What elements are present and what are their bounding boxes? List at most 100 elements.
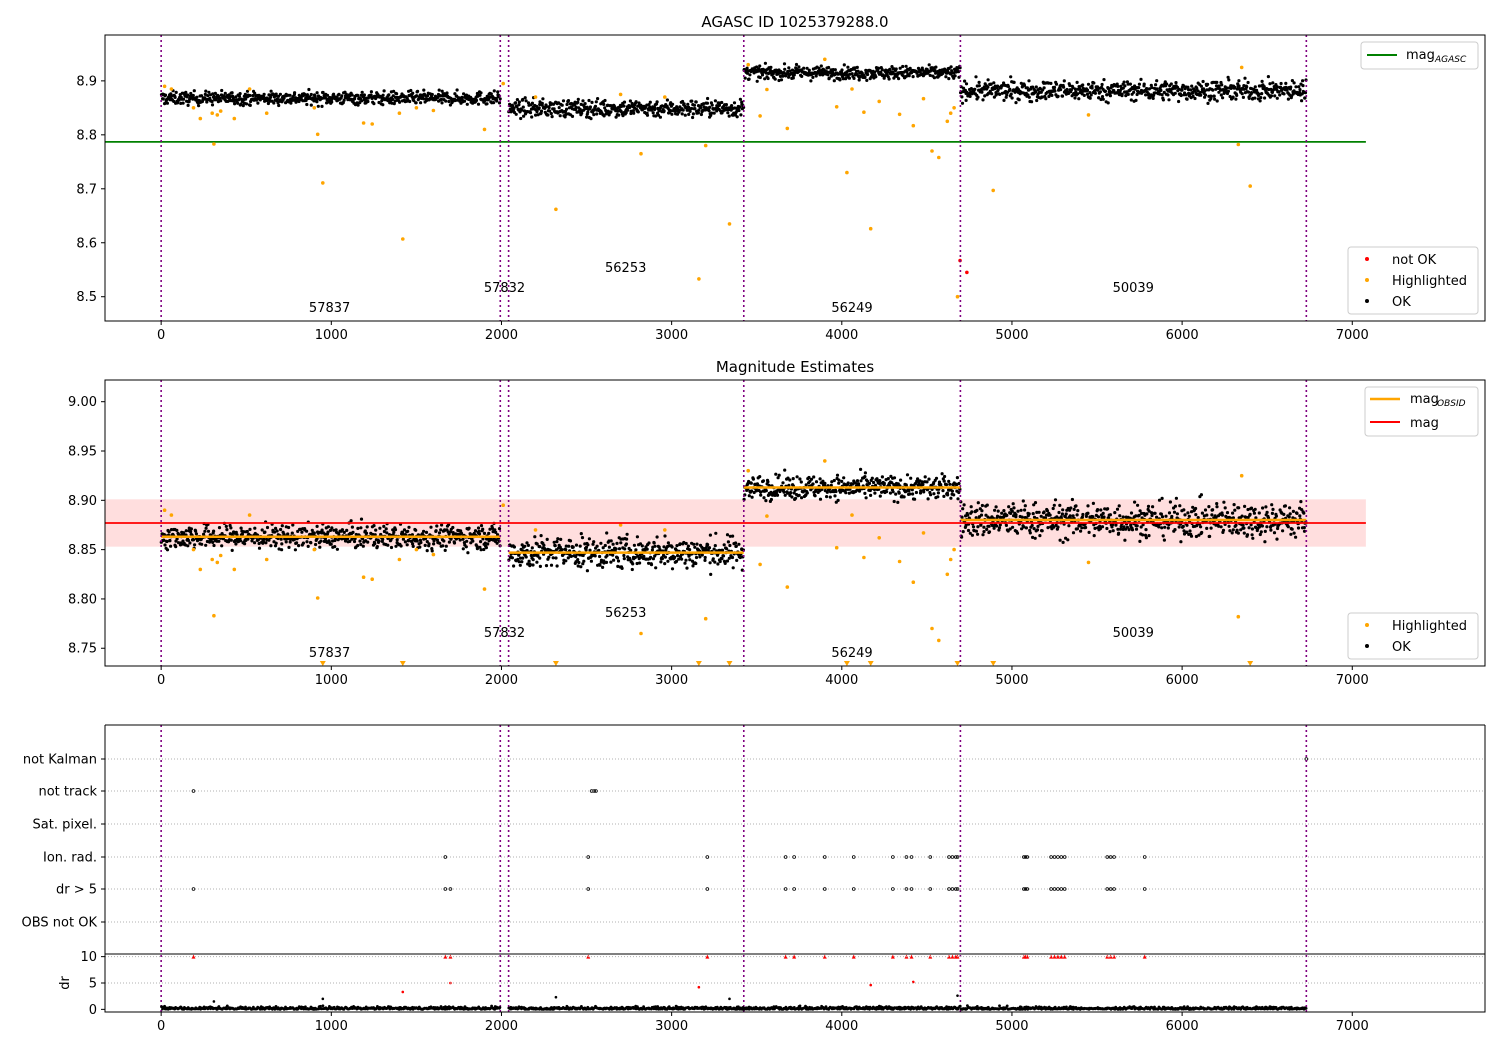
ok-point (713, 544, 717, 548)
ok-point (833, 494, 837, 498)
highlighted-point (198, 116, 203, 121)
ok-point (200, 542, 204, 546)
ok-point (693, 107, 697, 111)
ok-point (1077, 97, 1081, 101)
ok-point (797, 493, 801, 497)
highlighted-point (937, 155, 941, 160)
ok-point (1234, 97, 1238, 101)
highlighted-point (746, 468, 750, 473)
ok-point (688, 548, 692, 552)
ok-point (538, 564, 543, 569)
highlighted-point (218, 109, 223, 113)
ok-point (666, 559, 670, 563)
ok-point (560, 103, 564, 107)
highlighted-point (758, 562, 762, 567)
ok-point (1059, 88, 1063, 92)
ok-point (1250, 527, 1254, 531)
ok-point (426, 94, 430, 98)
legend-sub-obsid: OBSID (1437, 399, 1466, 409)
ok-point (825, 495, 829, 499)
ok-point (970, 510, 974, 514)
ok-point (187, 100, 191, 104)
ok-point (942, 494, 946, 498)
highlighted-point (431, 108, 436, 113)
ok-point (1296, 526, 1301, 530)
ok-point (1301, 79, 1305, 83)
ok-point (766, 76, 770, 81)
ok-point (1231, 528, 1235, 532)
ok-point (1015, 531, 1020, 535)
ok-point (1006, 84, 1011, 89)
ok-point (541, 97, 545, 101)
ok-point (223, 91, 227, 95)
ok-point (1028, 531, 1032, 535)
ok-point (374, 528, 378, 532)
ok-point (611, 542, 615, 546)
ok-point (1227, 78, 1231, 82)
ok-point (1230, 531, 1234, 535)
ok-point (1134, 527, 1139, 531)
ok-point (688, 109, 692, 113)
highlighted-point (554, 207, 558, 212)
ok-point (585, 115, 589, 119)
ok-point (1194, 513, 1198, 517)
ok-point (1030, 523, 1034, 528)
ok-point (1274, 514, 1278, 518)
ok-point (896, 500, 900, 504)
ok-point (262, 92, 266, 96)
obsid-label: 57837 (309, 301, 350, 316)
ok-point (1260, 92, 1264, 96)
ok-point (1298, 88, 1302, 92)
ok-point (708, 561, 712, 565)
ok-point (605, 553, 609, 558)
ok-point (305, 102, 309, 107)
ok-point (1255, 88, 1259, 92)
ok-point (834, 489, 838, 494)
highlighted-point (850, 513, 854, 517)
ok-point (522, 114, 526, 118)
ok-point (382, 89, 386, 93)
ok-point (973, 87, 977, 91)
ok-point (898, 66, 902, 70)
ok-point (1213, 97, 1217, 101)
ok-point (688, 558, 692, 562)
ok-point (1108, 89, 1112, 93)
x-tick-label: 2000 (485, 328, 518, 343)
highlighted-point (703, 616, 708, 621)
ok-point (632, 543, 637, 547)
ok-point (1123, 84, 1127, 88)
ok-point (807, 68, 811, 72)
ok-point (841, 77, 845, 81)
ok-point (731, 534, 735, 538)
ok-point (312, 531, 316, 535)
highlighted-point (397, 111, 402, 115)
ok-point (722, 543, 726, 547)
highlighted-point (991, 188, 995, 193)
ok-point (723, 561, 727, 566)
ok-point (977, 84, 981, 88)
ok-point (235, 533, 239, 537)
ok-point (777, 78, 781, 83)
ok-point (578, 544, 582, 548)
ok-point (303, 92, 307, 96)
ok-point (811, 482, 815, 486)
ok-point (1180, 88, 1184, 92)
ok-point (670, 112, 674, 116)
ok-point (1160, 496, 1164, 500)
ok-point (724, 103, 729, 107)
ok-point (1117, 531, 1121, 535)
ok-point (1105, 526, 1109, 531)
ok-point (194, 529, 198, 533)
ok-point (964, 98, 968, 102)
ok-point (659, 560, 663, 564)
ok-point (257, 541, 261, 546)
ok-point (609, 110, 613, 114)
ok-point (1263, 529, 1267, 534)
highlighted-point (823, 57, 827, 62)
ok-point (1096, 88, 1100, 92)
ok-point (269, 544, 273, 548)
ok-point (551, 556, 555, 560)
ok-point (520, 108, 524, 112)
ok-point (1178, 504, 1182, 508)
ok-point (538, 545, 542, 549)
